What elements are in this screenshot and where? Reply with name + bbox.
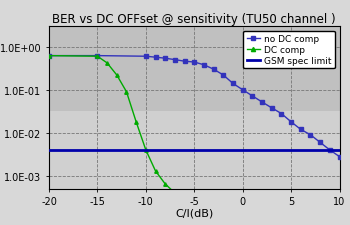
Title: BER vs DC OFFset @ sensitivity (TU50 channel ): BER vs DC OFFset @ sensitivity (TU50 cha… — [52, 13, 336, 26]
Bar — [49, 112, 340, 189]
X-axis label: C/I(dB): C/I(dB) — [175, 208, 214, 218]
Bar — [49, 27, 340, 112]
Legend: no DC comp, DC comp, GSM spec limit: no DC comp, DC comp, GSM spec limit — [243, 32, 335, 69]
